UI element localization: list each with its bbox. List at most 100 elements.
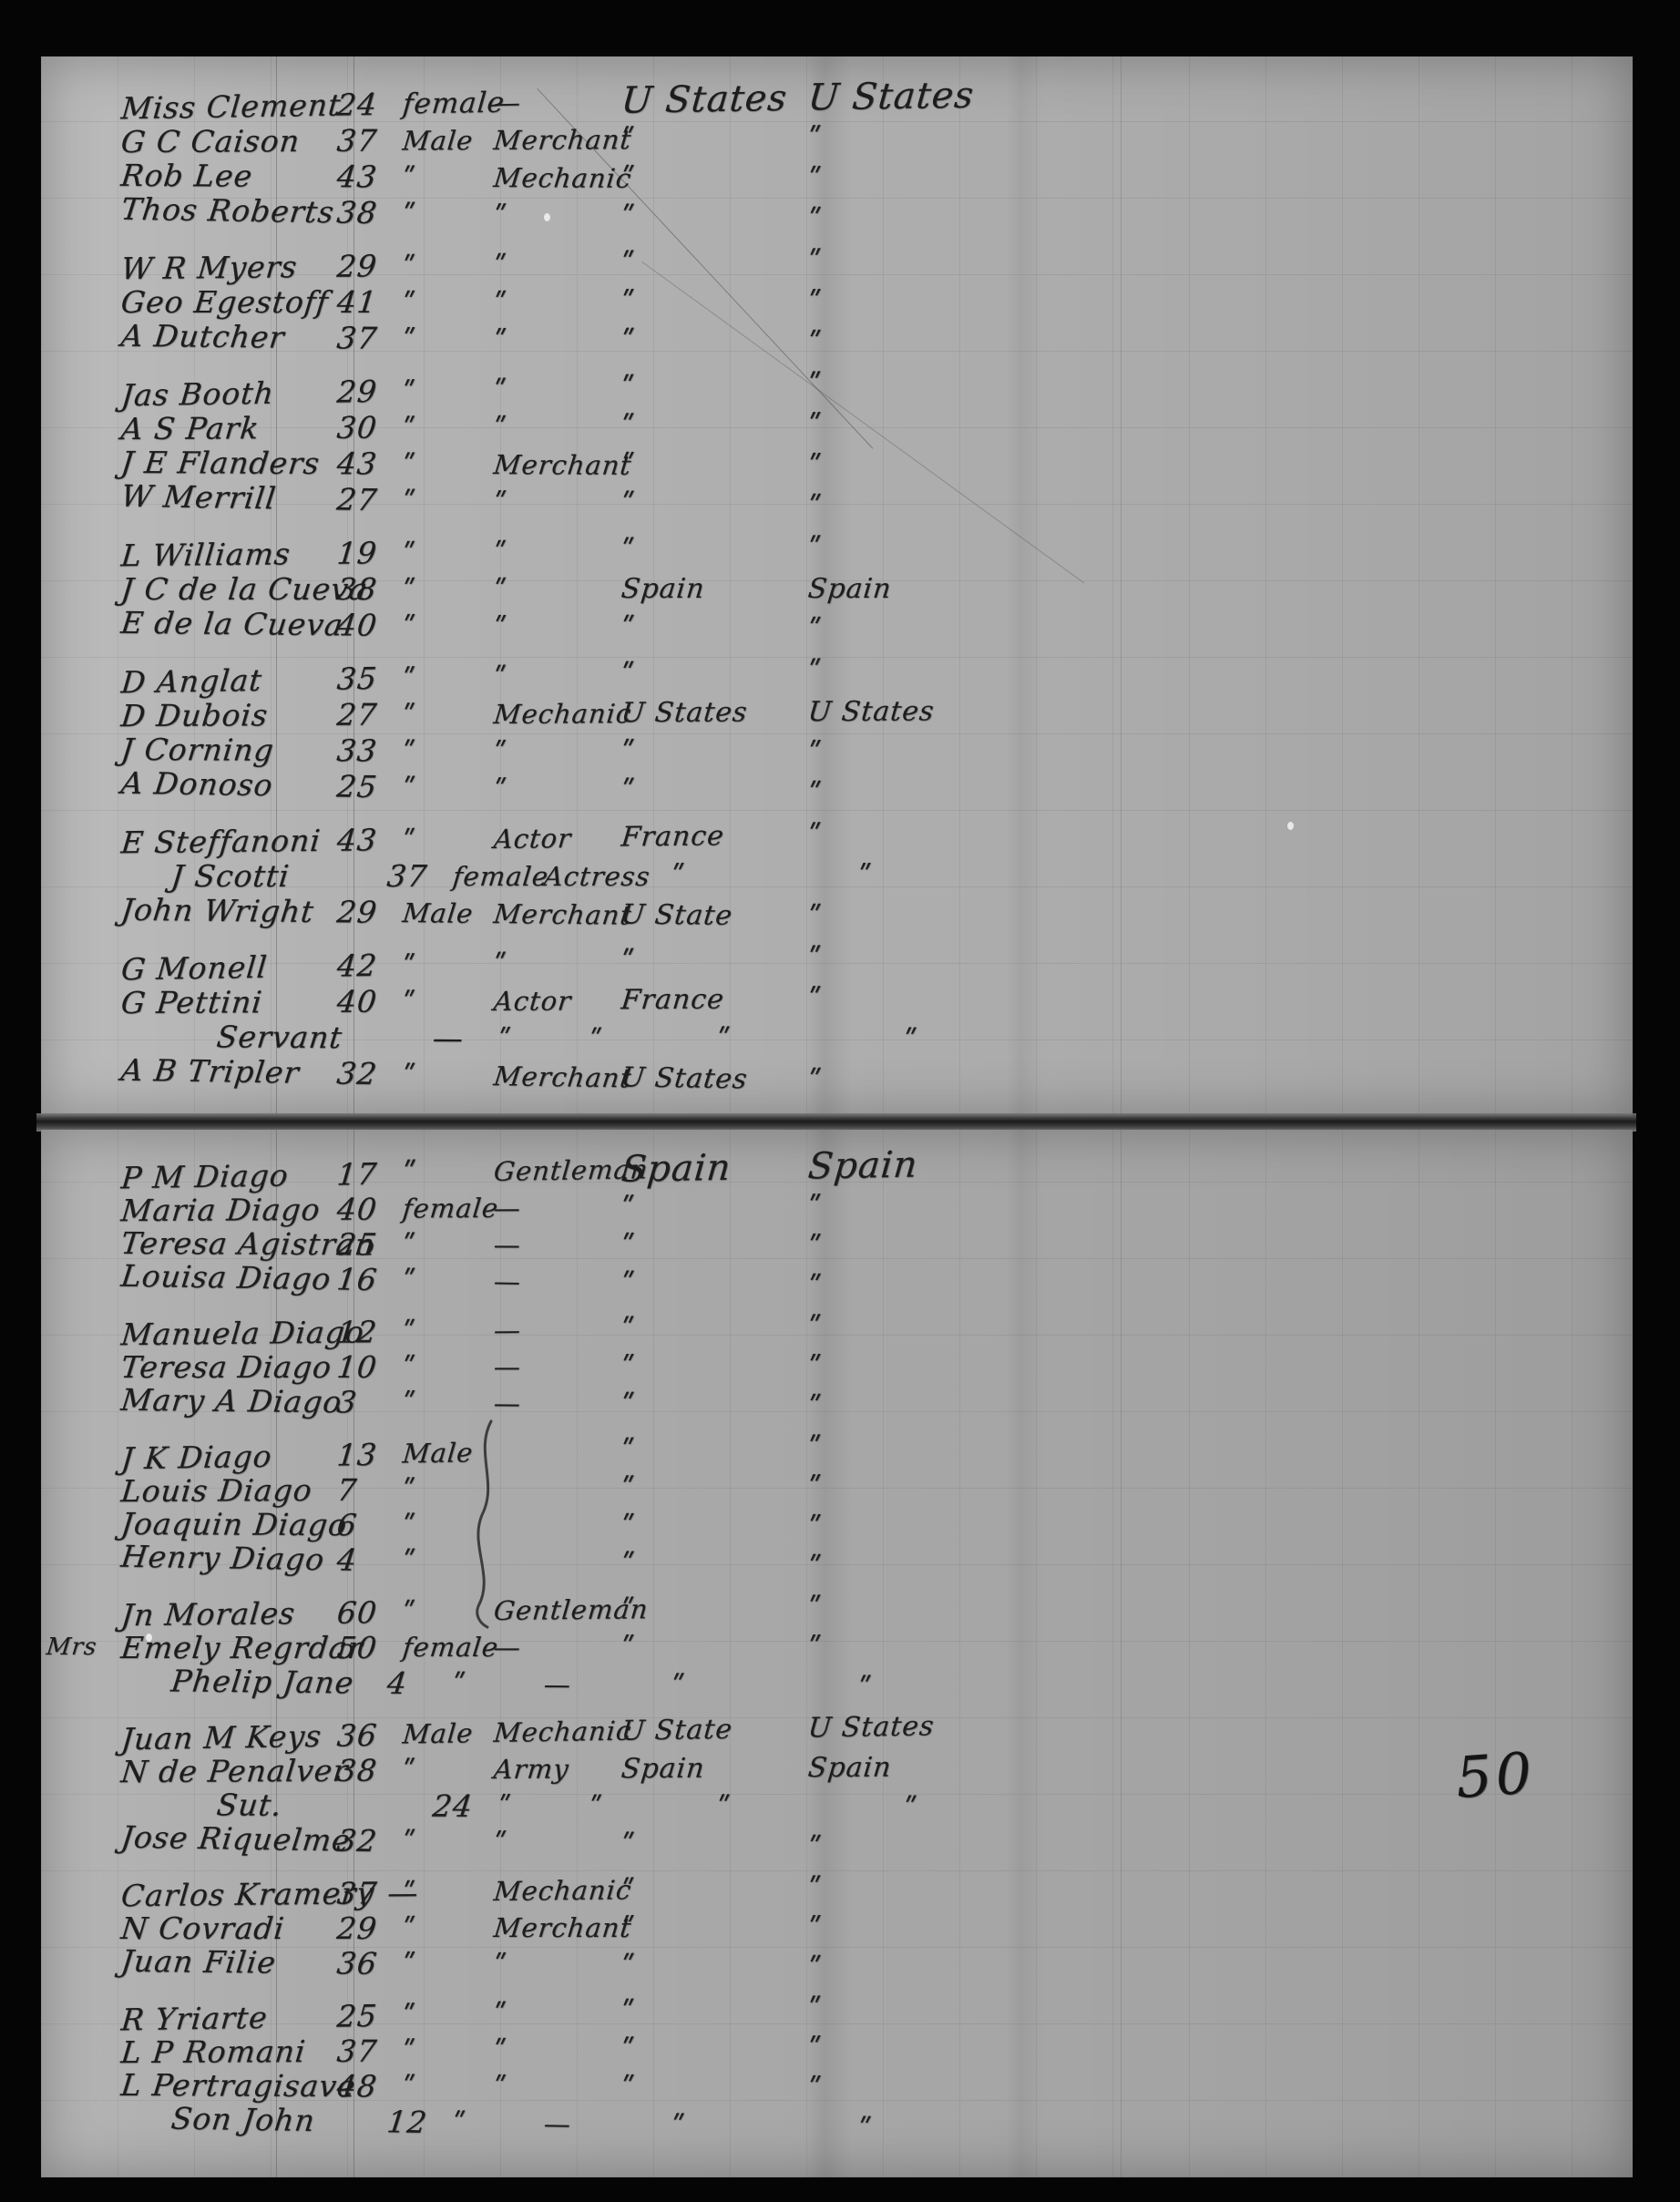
grouping-brace-mark (476, 1419, 493, 1629)
row-country-destination: ʺ (855, 2112, 874, 2146)
row-margin-note (41, 1835, 85, 1836)
row-sex: female (401, 86, 507, 121)
row-age: 25 (334, 1225, 380, 1262)
row-margin-note (41, 621, 85, 622)
row-country-origin: ʺ (620, 161, 637, 194)
row-age: 3 (334, 1383, 360, 1419)
row-age: 43 (334, 159, 380, 195)
row-sex: Male (401, 896, 476, 929)
row-country-destination: ʺ (902, 1791, 919, 1824)
row-age: 43 (334, 446, 380, 482)
row-sex: ʺ (401, 1595, 417, 1628)
row-sex: ʺ (401, 1876, 417, 1909)
row-age: 6 (334, 1506, 360, 1542)
row-occupation (494, 1488, 621, 1489)
row-age: 33 (334, 732, 380, 769)
row-occupation: ʺ (492, 2033, 509, 2065)
row-name: Juan Filie (118, 1942, 279, 1981)
row-country-origin: ʺ (620, 286, 637, 318)
row-country-destination: ʺ (805, 1064, 824, 1097)
column-rule (1121, 56, 1122, 1117)
row-occupation: — (542, 1668, 573, 1700)
row-sex: ʺ (401, 1948, 418, 1980)
row-country-destination: ʺ (806, 819, 824, 852)
row-occupation: ʺ (491, 1827, 509, 1859)
row-name: Thos Roberts (118, 190, 337, 230)
row-occupation: ʺ (492, 1949, 509, 1981)
row-country-origin: ʺ (620, 1433, 637, 1467)
row-sex: ʺ (497, 1790, 514, 1822)
row-age: 25 (335, 1997, 379, 2034)
row-margin-note: Mrs (45, 1634, 98, 1661)
manifest-page-top: Miss Clement 24 female — U States U States G C… (41, 56, 1633, 1117)
row-sex: ʺ (401, 735, 418, 767)
row-country-origin: Spain (619, 1146, 733, 1191)
row-country-destination: ʺ (806, 1350, 824, 1383)
row-margin-note (41, 1178, 85, 1179)
row-sex: ʺ (401, 485, 418, 517)
row-occupation: ʺ (492, 735, 509, 767)
row-margin-note (41, 1069, 85, 1070)
row-country-origin: France (620, 983, 726, 1017)
row-age: 43 (335, 822, 379, 858)
row-occupation: ʺ (492, 411, 509, 443)
row-country-origin: Spain (620, 1752, 707, 1785)
row-name: Phelip Jane (169, 1662, 356, 1700)
column-rule (353, 56, 354, 1117)
row-name: Louisa Diago (118, 1257, 333, 1296)
row-country-origin: ʺ (620, 945, 637, 978)
row-country-destination: ʺ (806, 1190, 824, 1223)
row-country-origin: ʺ (620, 1911, 637, 1944)
row-country-destination: ʺ (805, 203, 824, 236)
row-sex: ʺ (401, 1473, 418, 1505)
row-age: 36 (334, 1944, 380, 1982)
row-country-destination: ʺ (806, 286, 824, 318)
row-age: 24 (335, 86, 379, 123)
row-country-origin: U State (619, 898, 735, 932)
row-country-origin: ʺ (619, 1266, 637, 1299)
row-occupation: ʺ (492, 286, 509, 318)
row-age: 32 (334, 1055, 380, 1092)
row-country-destination: ʺ (806, 2032, 824, 2064)
row-age: 35 (335, 660, 379, 697)
paper-speck (146, 1634, 152, 1642)
row-occupation: ʺ (492, 323, 509, 355)
passenger-rows-page1: Miss Clement 24 female — U States U States G C… (41, 74, 1633, 1101)
row-country-origin: ʺ (620, 410, 637, 443)
row-sex: ʺ (401, 161, 418, 193)
row-margin-note (41, 269, 85, 270)
row-sex: ʺ (401, 2070, 418, 2102)
row-country-destination: ʺ (806, 1591, 824, 1623)
row-country-destination: ʺ (806, 162, 824, 195)
row-age: 29 (334, 1910, 380, 1946)
row-country-origin: ʺ (715, 1023, 732, 1056)
row-age: 38 (334, 571, 380, 607)
row-country-origin: ʺ (619, 200, 637, 233)
row-occupation: Actor (492, 822, 573, 855)
row-country-destination: ʺ (806, 1310, 824, 1343)
row-country-destination: ʺ (806, 368, 824, 401)
row-country-origin: ʺ (619, 1828, 637, 1860)
row-occupation: ʺ (492, 610, 509, 642)
row-country-destination: U States (806, 1709, 937, 1745)
row-sex: ʺ (401, 2034, 418, 2066)
row-country-destination: ʺ (806, 1631, 824, 1664)
row-margin-note (41, 1960, 85, 1961)
row-country-destination: ʺ (806, 655, 824, 688)
row-age: 4 (384, 1664, 410, 1701)
paper-speck (544, 213, 550, 221)
row-age: 25 (334, 768, 380, 805)
row-sex: ʺ (401, 1999, 417, 2031)
row-country-origin: ʺ (620, 1994, 637, 2028)
row-occupation: — (492, 1229, 523, 1261)
row-sex: Male (401, 1437, 475, 1470)
row-age: 37 (335, 122, 379, 159)
row-country-destination: ʺ (806, 2072, 824, 2105)
row-country-origin: ʺ (619, 1388, 637, 1421)
row-country-destination: ʺ (806, 942, 824, 975)
row-sex: ʺ (401, 948, 417, 981)
row-age: 19 (335, 535, 379, 571)
row-margin-note (41, 1398, 85, 1399)
row-country-origin: ʺ (620, 1350, 637, 1383)
row-age: 13 (335, 1436, 379, 1473)
